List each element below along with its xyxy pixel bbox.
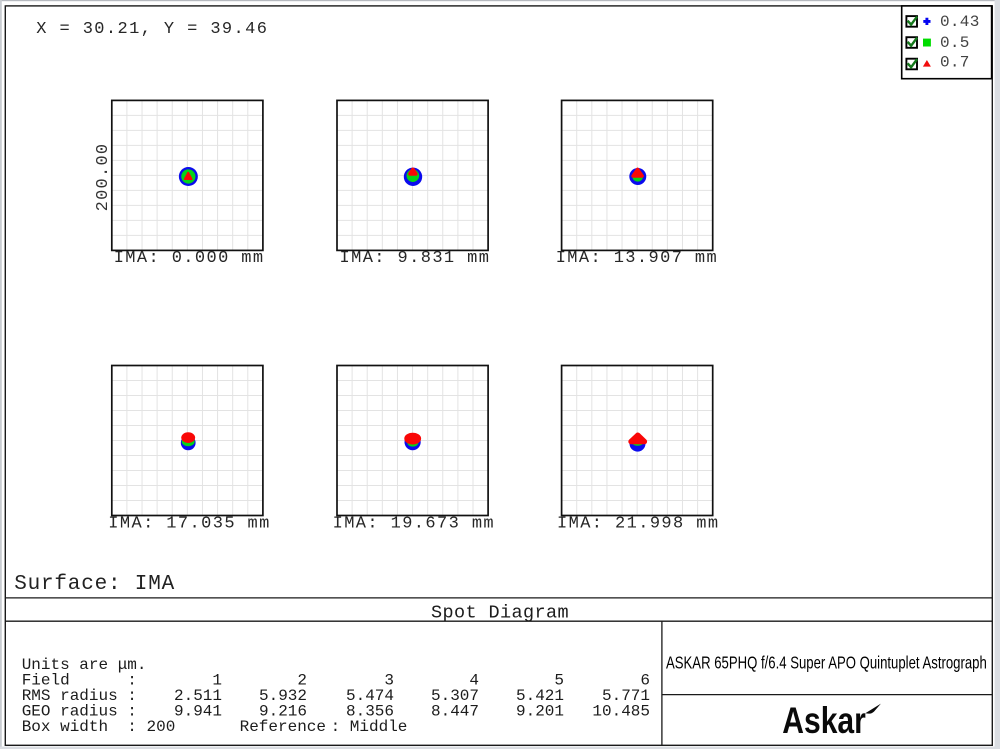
svg-text:2.511: 2.511: [174, 687, 222, 705]
svg-text:8.356: 8.356: [346, 703, 394, 721]
svg-text:5: 5: [554, 671, 564, 689]
svg-text:8.447: 8.447: [431, 703, 479, 721]
svg-text:IMA: 19.673 mm: IMA: 19.673 mm: [333, 515, 495, 534]
svg-text:200.00: 200.00: [94, 143, 113, 212]
svg-text:Reference: Reference: [240, 718, 326, 736]
svg-text:X = 30.21, Y = 39.46: X = 30.21, Y = 39.46: [36, 20, 268, 39]
svg-text:IMA: 0.000 mm: IMA: 0.000 mm: [114, 249, 265, 268]
svg-text:5.771: 5.771: [602, 687, 650, 705]
svg-text:Box width : 200: Box width : 200: [22, 718, 176, 736]
svg-text:IMA: 9.831 mm: IMA: 9.831 mm: [340, 249, 491, 268]
svg-text:4: 4: [469, 671, 479, 689]
svg-text:10.485: 10.485: [592, 703, 650, 721]
svg-text:9.216: 9.216: [259, 703, 307, 721]
svg-text:5.421: 5.421: [516, 687, 564, 705]
svg-text:0.5: 0.5: [940, 34, 970, 52]
svg-text:IMA: 17.035 mm: IMA: 17.035 mm: [108, 515, 270, 534]
svg-text:5.474: 5.474: [346, 687, 394, 705]
svg-text:9.941: 9.941: [174, 703, 222, 721]
svg-text:6: 6: [640, 671, 650, 689]
svg-text:RMS radius :: RMS radius :: [22, 687, 137, 705]
svg-text:Spot Diagram: Spot Diagram: [431, 602, 569, 623]
svg-text:Askar: Askar: [782, 700, 866, 741]
svg-text:Surface: IMA: Surface: IMA: [14, 573, 175, 596]
svg-text:0.43: 0.43: [940, 13, 980, 31]
svg-text:Field :: Field :: [22, 671, 137, 689]
svg-text:9.201: 9.201: [516, 703, 564, 721]
svg-text:0.7: 0.7: [940, 54, 970, 72]
svg-text:2: 2: [297, 671, 307, 689]
svg-text:5.932: 5.932: [259, 687, 307, 705]
svg-text:1: 1: [212, 671, 222, 689]
svg-text:3: 3: [384, 671, 394, 689]
svg-text:IMA: 21.998 mm: IMA: 21.998 mm: [557, 515, 719, 534]
svg-text:ASKAR 65PHQ f/6.4 Super APO Qu: ASKAR 65PHQ f/6.4 Super APO Quintuplet A…: [666, 653, 987, 673]
svg-text:GEO radius :: GEO radius :: [22, 703, 137, 721]
svg-text:Units are μm.: Units are μm.: [22, 656, 147, 674]
svg-text:5.307: 5.307: [431, 687, 479, 705]
svg-text:IMA: 13.907 mm: IMA: 13.907 mm: [556, 249, 718, 268]
svg-text:: Middle: : Middle: [331, 718, 408, 736]
